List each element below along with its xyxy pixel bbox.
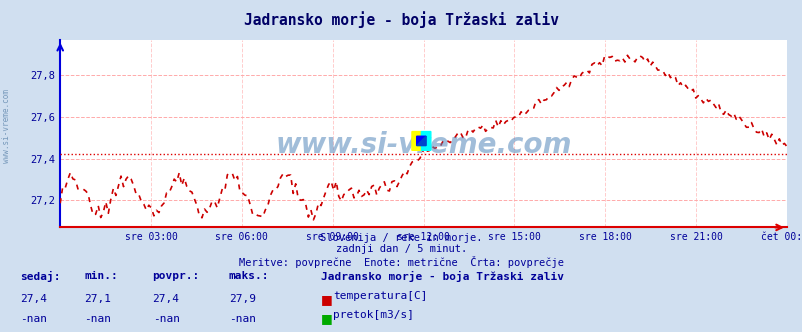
Text: min.:: min.: bbox=[84, 271, 118, 281]
Text: pretok[m3/s]: pretok[m3/s] bbox=[333, 310, 414, 320]
Polygon shape bbox=[411, 131, 421, 150]
Text: temperatura[C]: temperatura[C] bbox=[333, 291, 427, 301]
Text: -nan: -nan bbox=[229, 314, 256, 324]
Text: www.si-vreme.com: www.si-vreme.com bbox=[275, 131, 571, 159]
Polygon shape bbox=[416, 136, 426, 146]
Text: ■: ■ bbox=[321, 293, 333, 306]
Text: Meritve: povprečne  Enote: metrične  Črta: povprečje: Meritve: povprečne Enote: metrične Črta:… bbox=[239, 256, 563, 268]
Text: www.si-vreme.com: www.si-vreme.com bbox=[2, 89, 11, 163]
Text: zadnji dan / 5 minut.: zadnji dan / 5 minut. bbox=[335, 244, 467, 254]
Text: -nan: -nan bbox=[20, 314, 47, 324]
Polygon shape bbox=[411, 131, 421, 150]
Text: maks.:: maks.: bbox=[229, 271, 269, 281]
Text: ■: ■ bbox=[321, 312, 333, 325]
Polygon shape bbox=[421, 131, 431, 150]
Text: Jadransko morje - boja Tržaski zaliv: Jadransko morje - boja Tržaski zaliv bbox=[244, 12, 558, 29]
Text: 27,4: 27,4 bbox=[152, 294, 180, 304]
Text: 27,1: 27,1 bbox=[84, 294, 111, 304]
Polygon shape bbox=[416, 136, 426, 146]
Text: 27,4: 27,4 bbox=[20, 294, 47, 304]
Text: povpr.:: povpr.: bbox=[152, 271, 200, 281]
Text: -nan: -nan bbox=[84, 314, 111, 324]
Text: Slovenija / reke in morje.: Slovenija / reke in morje. bbox=[320, 233, 482, 243]
Text: Jadransko morje - boja Tržaski zaliv: Jadransko morje - boja Tržaski zaliv bbox=[321, 271, 564, 282]
Text: -nan: -nan bbox=[152, 314, 180, 324]
Polygon shape bbox=[421, 131, 431, 150]
Text: 27,9: 27,9 bbox=[229, 294, 256, 304]
Text: sedaj:: sedaj: bbox=[20, 271, 60, 282]
